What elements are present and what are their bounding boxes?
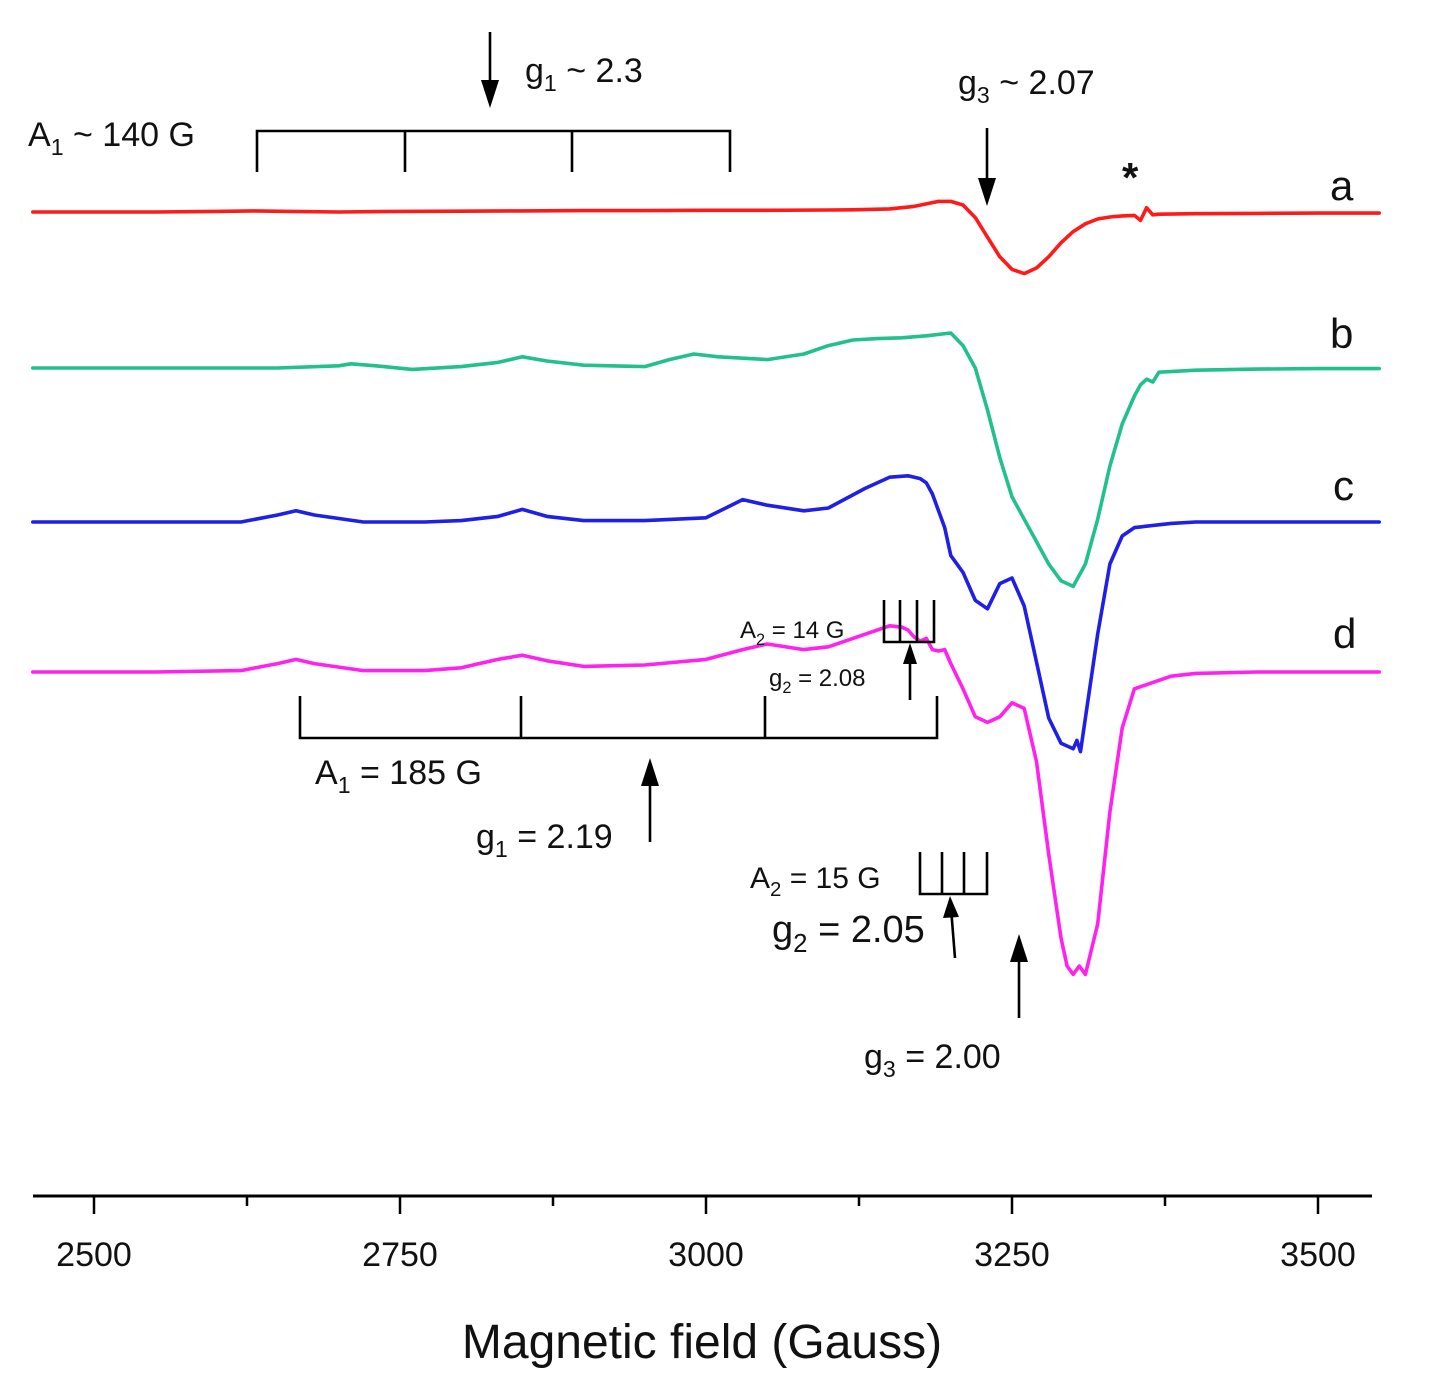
annotation-d-A2-small: A2 = 14 G bbox=[740, 600, 936, 649]
x-tick-label-2750: 2750 bbox=[362, 1236, 438, 1274]
trace-b bbox=[30, 331, 1381, 589]
label-d-A2-small: A2 = 14 G bbox=[740, 617, 844, 649]
trace-c bbox=[30, 474, 1381, 754]
annotation-d-g3: g3 = 2.00 bbox=[864, 934, 1028, 1082]
asterisk-marker: * bbox=[1122, 154, 1139, 201]
x-axis-title: Magnetic field (Gauss) bbox=[462, 1316, 942, 1369]
trace-d bbox=[30, 624, 1381, 977]
bracket-d-A2 bbox=[918, 852, 989, 896]
x-tick-label-3250: 3250 bbox=[974, 1236, 1050, 1274]
trace-label-a: a bbox=[1330, 162, 1354, 209]
arrowhead-a-g3 bbox=[978, 178, 996, 206]
annotation-a-A1: A1 ~ 140 G bbox=[28, 116, 732, 172]
x-tick-label-3000: 3000 bbox=[668, 1236, 744, 1274]
trace-label-b: b bbox=[1330, 310, 1353, 357]
annotation-a-g3: g3 ~ 2.07 bbox=[958, 64, 1095, 206]
label-d-g2-small: g2 = 2.08 bbox=[769, 665, 866, 697]
arrowhead-d-g2-small bbox=[903, 643, 917, 664]
arrowhead-d-g3 bbox=[1010, 934, 1028, 962]
arrowhead-a-g1 bbox=[481, 80, 499, 108]
arrowhead-d-g2 bbox=[943, 896, 959, 918]
trace-label-c: c bbox=[1333, 462, 1354, 509]
label-a-A1: A1 ~ 140 G bbox=[28, 116, 195, 160]
label-d-A2: A2 = 15 G bbox=[750, 862, 881, 901]
x-axis bbox=[33, 1194, 1372, 1214]
bracket-d-A1 bbox=[298, 696, 939, 740]
label-a-g3: g3 ~ 2.07 bbox=[958, 64, 1095, 108]
x-tick-label-3500: 3500 bbox=[1280, 1236, 1356, 1274]
bracket-d-A2-small bbox=[882, 600, 936, 644]
label-d-g1: g1 = 2.19 bbox=[476, 818, 613, 862]
x-tick-label-2500: 2500 bbox=[56, 1236, 132, 1274]
label-d-A1: A1 = 185 G bbox=[315, 754, 482, 798]
annotation-d-g2-small: g2 = 2.08 bbox=[769, 643, 917, 700]
spectra-traces bbox=[30, 199, 1381, 977]
arrowhead-d-g1 bbox=[641, 758, 659, 786]
trace-a bbox=[30, 199, 1381, 276]
label-a-g1: g1 ~ 2.3 bbox=[525, 52, 643, 96]
annotation-d-g2: g2 = 2.05 bbox=[772, 896, 959, 959]
label-d-g2: g2 = 2.05 bbox=[772, 909, 925, 958]
bracket-a-A1 bbox=[255, 129, 732, 172]
trace-label-d: d bbox=[1333, 610, 1356, 657]
label-d-g3: g3 = 2.00 bbox=[864, 1038, 1001, 1082]
annotation-d-g1: g1 = 2.19 bbox=[476, 758, 659, 862]
annotation-d-A1: A1 = 185 G bbox=[298, 696, 939, 798]
annotation-a-g1: g1 ~ 2.3 bbox=[481, 32, 643, 108]
annotation-d-A2: A2 = 15 G bbox=[750, 852, 989, 901]
